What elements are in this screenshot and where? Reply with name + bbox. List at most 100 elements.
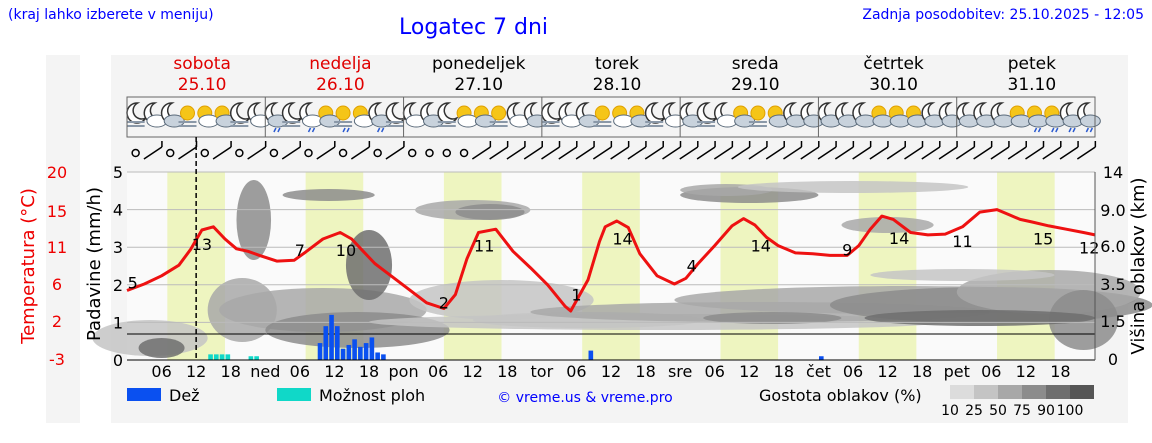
precipitation-tick-label: 5 (113, 163, 123, 182)
rain-bar (340, 348, 346, 360)
weather-symbol-icon (197, 105, 220, 128)
rain-legend-swatch (127, 388, 161, 401)
sun-icon (491, 105, 507, 121)
daylight-band (858, 172, 917, 360)
weather-symbol-icon (214, 105, 237, 128)
temperature-tick-label: 2 (52, 312, 62, 331)
daylight-band (997, 172, 1055, 360)
weather-symbol-icon (1009, 105, 1032, 128)
location-hint[interactable]: (kraj lahko izberete v meniju) (8, 7, 214, 23)
wind-calm-icon (131, 148, 140, 158)
wind-barb-icon (783, 141, 803, 160)
rain-drop-icon (380, 127, 385, 133)
rain-bar (323, 326, 329, 360)
cloud-density-level-label: 25 (965, 403, 983, 419)
wind-barb-icon (523, 141, 543, 160)
cloud-density-area (138, 338, 185, 358)
temperature-value-label: 4 (687, 256, 697, 275)
shower-bar (214, 354, 219, 360)
weather-symbol-icon (767, 105, 790, 128)
weather-symbol-icon (852, 102, 877, 128)
sun-icon (594, 105, 610, 121)
temperature-value-label: 12 (1079, 239, 1099, 258)
rain-drop-icon (307, 127, 312, 133)
wind-calm-icon (200, 148, 210, 158)
cloud-icon (1079, 114, 1101, 128)
time-axis-label: 06 (843, 362, 863, 381)
rain-drop-icon (342, 127, 346, 133)
weather-symbol-icon (612, 105, 635, 128)
cloud-height-tick-label: 6.0 (1100, 237, 1125, 256)
time-axis-label: 06 (981, 362, 1001, 381)
weather-symbol-icon (230, 102, 252, 127)
shower-legend-label: Možnost ploh (319, 386, 425, 405)
temperature-line (126, 208, 1096, 313)
rain-drop-icon (311, 127, 316, 133)
time-axis-label: 06 (566, 362, 586, 381)
shower-bar (248, 356, 254, 360)
time-axis-label: pon (389, 362, 419, 381)
temperature-value-label: 13 (192, 235, 212, 254)
cloud-density-swatch (1046, 385, 1070, 399)
day-date: 30.10 (869, 75, 918, 95)
weather-symbol-icon (871, 105, 894, 128)
wind-calm-icon (269, 148, 279, 158)
time-axis-label: 06 (705, 362, 725, 381)
cloud-density-area (455, 204, 525, 220)
time-axis-label: 18 (912, 362, 932, 381)
wind-barb-icon (1076, 141, 1097, 160)
temperature-value-label: 7 (295, 241, 305, 260)
time-axis-label: 06 (151, 362, 171, 381)
temperature-tick-label: 6 (52, 275, 62, 294)
wind-barb-icon (143, 141, 163, 160)
rain-drop-icon (1033, 127, 1038, 133)
day-date: 25.10 (178, 75, 227, 95)
day-name: sreda (732, 54, 779, 74)
cloud-density-area (864, 310, 1095, 326)
weather-symbol-icon (334, 105, 353, 133)
rain-bar (352, 339, 357, 360)
cloud-density-area (703, 312, 842, 324)
wind-barb-icon (713, 141, 734, 160)
wind-barb-icon (489, 141, 509, 160)
cloud-density-level-label: 10 (941, 403, 959, 419)
wind-calm-icon (338, 148, 348, 158)
time-axis-label: 18 (359, 362, 379, 381)
weather-symbol-icon (817, 102, 842, 128)
rain-bar (363, 343, 369, 360)
time-axis-label: 18 (635, 362, 655, 381)
weather-symbol-icon (921, 102, 946, 128)
time-axis-label: 12 (1016, 362, 1036, 381)
weather-symbol-icon (541, 102, 563, 127)
precipitation-tick-label: 3 (113, 238, 123, 257)
temperature-value-label: 1 (571, 286, 581, 305)
weather-symbol-icon (1059, 102, 1084, 133)
weather-symbol-icon (835, 102, 859, 128)
temperature-value-label: 15 (1033, 230, 1053, 249)
wind-calm-icon (373, 148, 382, 158)
icon-strip-frame (126, 96, 1096, 138)
wind-calm-icon (407, 148, 417, 158)
cloud-height-axis-title: Višina oblakov (km) (1128, 177, 1149, 354)
weather-symbol-icon (489, 105, 508, 127)
wind-barb-icon (592, 141, 613, 160)
weather-symbol-icon (783, 102, 807, 128)
rain-legend-label: Dež (169, 386, 200, 405)
rain-drop-icon (346, 127, 350, 133)
wind-barb-icon (955, 141, 976, 160)
cloud-density-swatch (1022, 385, 1046, 399)
weather-symbol-icon (748, 105, 767, 127)
weather-symbol-icon (990, 102, 1015, 128)
precipitation-tick-label: 4 (113, 201, 123, 220)
weather-symbol-icon (281, 102, 304, 127)
weather-symbol-icon (1044, 105, 1067, 133)
wind-barb-icon (973, 141, 993, 160)
wind-calm-icon (425, 148, 434, 158)
cloud-height-tick-label: 0 (1108, 350, 1118, 369)
rain-bar (346, 344, 352, 360)
day-date: 31.10 (1008, 75, 1057, 95)
rain-drop-icon (1068, 127, 1072, 133)
temperature-value-label: 11 (474, 236, 494, 255)
day-date: 27.10 (454, 75, 503, 95)
rain-bar (369, 337, 375, 360)
